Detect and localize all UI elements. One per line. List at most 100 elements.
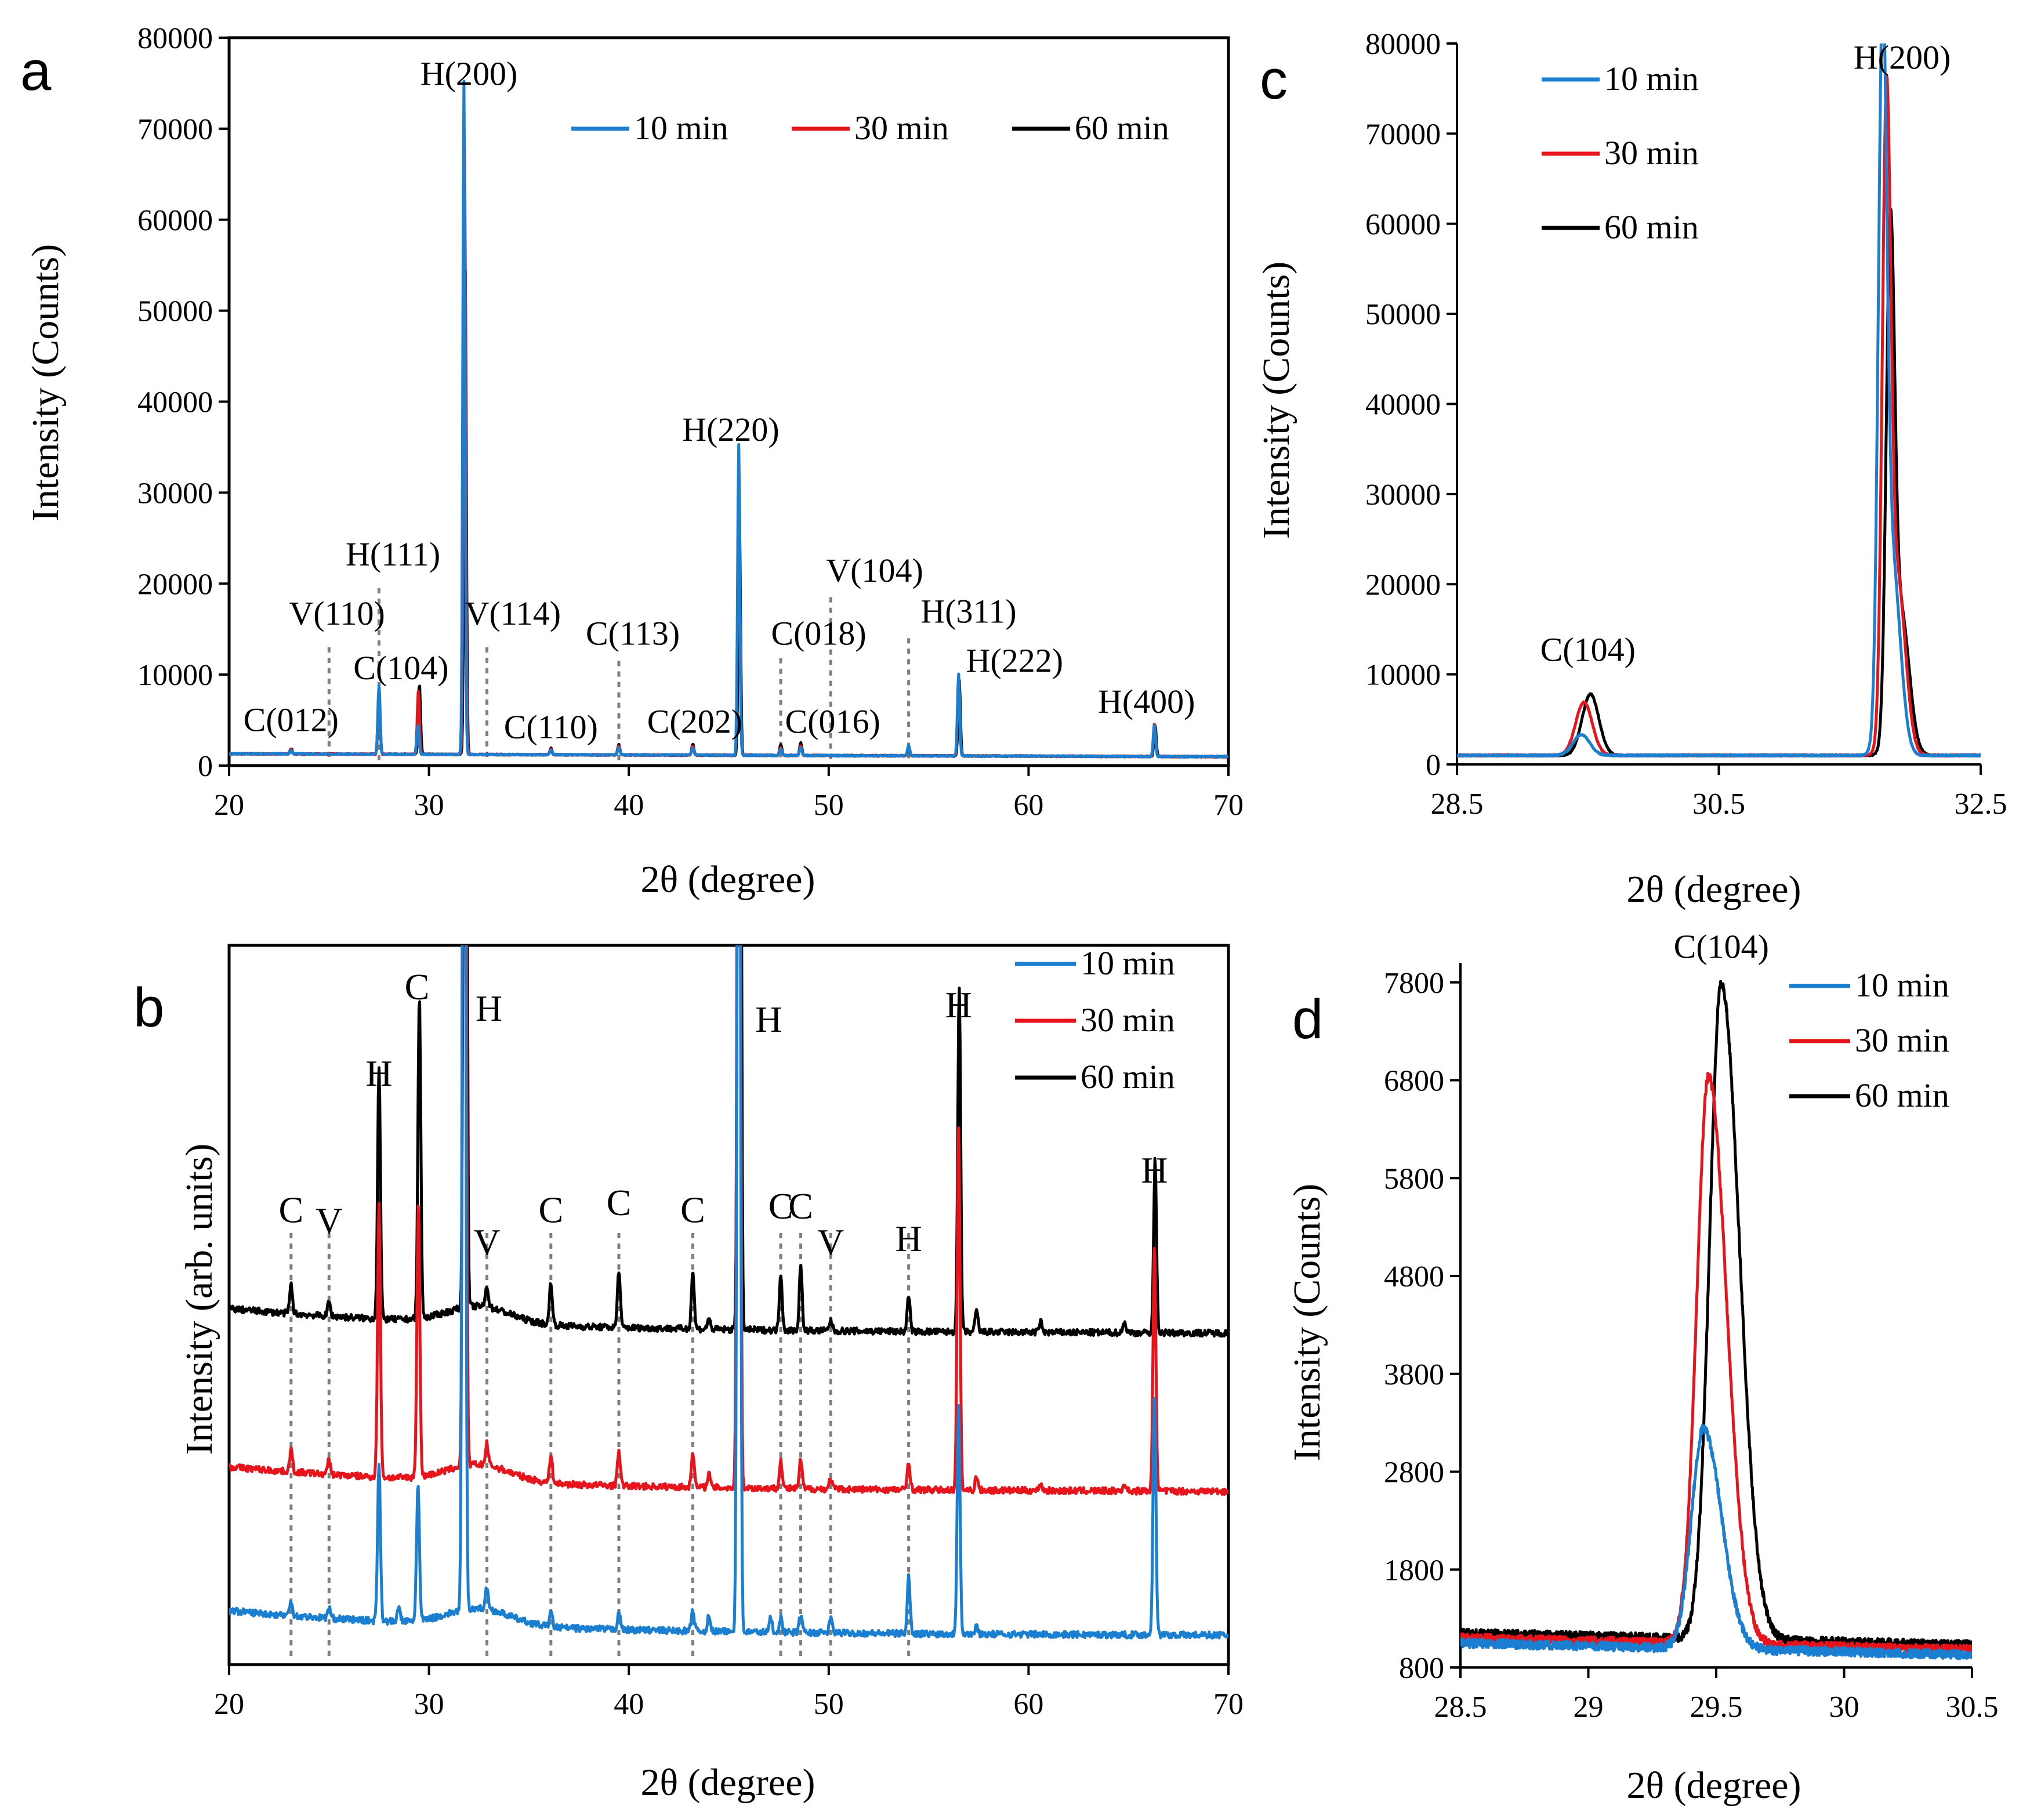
peak-label: H(222) [966,641,1064,679]
x-tick-label: 30 [414,789,444,822]
legend-label-60-min: 60 min [1081,1058,1175,1096]
x-tick-label: 70 [1213,789,1244,822]
legend-label-10-min: 10 min [1081,944,1175,982]
peak-label: V(114) [465,594,561,632]
y-tick-label: 6800 [1384,1065,1444,1098]
y-tick-label: 20000 [137,568,213,601]
peak-label: C(104) [1674,928,1769,966]
legend-label-60-min: 60 min [1604,208,1699,246]
y-tick-label: 30000 [1365,478,1441,512]
y-tick-label: 0 [198,750,213,783]
peak-label: C [607,1182,632,1223]
peak-label: H(400) [1098,683,1195,720]
x-tick-label: 28.5 [1434,1691,1487,1724]
x-tick-label: 20 [214,789,244,822]
legend-label-60-min: 60 min [1855,1076,1949,1114]
peak-label: H [365,1053,392,1094]
x-tick-label: 70 [1213,1688,1244,1721]
peak-label: C [788,1185,813,1227]
x-axis-title-c: 2θ (degree) [1627,868,1801,911]
panel-label-d: d [1292,988,1323,1050]
peak-label: V(110) [289,594,385,632]
peak-label: C(202) [647,703,742,741]
legend: 10 min 30 min 60 min [571,109,1169,147]
x-tick-label: 28.5 [1431,788,1484,821]
panel-label-c: c [1260,49,1288,111]
x-tick-label: 29 [1574,1691,1604,1724]
y-axis-title-c: Intensity (Counts) [1255,262,1297,539]
legend-label-30-min: 30 min [1855,1021,1949,1059]
y-tick-label: 7800 [1384,967,1444,1000]
plot-area-d: 28.5 29 29.5 30 30.5 800 1800 2800 3800 4800 5800 6… [1384,928,1999,1724]
y-tick-label: 4800 [1384,1260,1444,1293]
y-tick-label: 5800 [1384,1162,1444,1195]
peak-label: H(220) [682,411,780,448]
y-tick-label: 10000 [1365,659,1441,692]
peak-label: C(104) [353,649,448,687]
peak-label: H [945,984,972,1025]
x-tick-label: 30.5 [1692,788,1745,821]
peak-label: C [768,1185,793,1227]
peak-label: H(200) [420,55,518,93]
x-axis-title-a: 2θ (degree) [641,858,815,901]
y-tick-label: 10000 [137,659,213,692]
peak-label: C(016) [785,703,880,741]
peak-label: H [1141,1150,1168,1191]
legend-label-30-min: 30 min [854,109,949,147]
chart-panel-d: d 28.5 29 29.5 30 30.5 800 1800 2800 3800 4800 580… [1286,928,1999,1807]
x-tick-label: 40 [614,1688,644,1721]
y-tick-label: 70000 [137,113,213,146]
peak-label: H(200) [1854,39,1951,77]
series-10-min-line [1460,1424,1972,1661]
x-axis-title-d: 2θ (degree) [1627,1764,1801,1807]
x-tick-label: 60 [1013,1688,1043,1721]
legend-label-30-min: 30 min [1081,1001,1175,1039]
peak-label: V(104) [826,552,923,589]
y-axis-title-a: Intensity (Counts) [24,244,67,521]
series-10-min-line [229,945,1228,1640]
chart-panel-a: a 20 30 40 50 60 70 0 10000 20000 30000 40000 50000… [20,22,1244,901]
y-tick-label: 3800 [1384,1358,1444,1391]
y-tick-label: 30000 [137,477,213,510]
peak-label: H [896,1218,922,1259]
y-tick-label: 50000 [137,295,213,328]
series-layer [229,945,1228,1640]
y-tick-label: 40000 [1365,389,1441,422]
x-tick-label: 60 [1013,789,1043,822]
peak-label: H(111) [346,535,440,573]
y-tick-label: 60000 [137,204,213,237]
peak-label: H [476,988,502,1029]
y-tick-label: 70000 [1365,118,1441,151]
y-axis-title-b: Intensity (arb. units) [178,1143,220,1455]
peak-label: C(012) [244,701,339,738]
x-tick-label: 30.5 [1946,1691,1999,1724]
y-tick-label: 80000 [137,22,213,55]
peak-label: C(113) [586,614,680,652]
peak-label: C [538,1189,563,1230]
panel-label-a: a [20,40,52,102]
x-tick-label: 30 [1829,1691,1859,1724]
chart-panel-c: c 28.5 30.5 32.5 0 10000 20000 30000 40000 50000… [1255,28,2007,911]
peak-label: C [405,966,430,1007]
series-10-min-line [1457,43,1981,758]
peak-label: V [473,1221,500,1263]
x-tick-label: 40 [614,789,644,822]
y-tick-label: 2800 [1384,1456,1444,1489]
series-layer [229,79,1228,759]
peak-label: C(110) [504,708,598,746]
series-layer [1460,980,1972,1661]
peak-label: V [316,1200,342,1241]
x-tick-label: 30 [414,1688,444,1721]
plot-area-c: 28.5 30.5 32.5 0 10000 20000 30000 40000 50000 60… [1365,28,2007,821]
x-tick-label: 50 [814,789,844,822]
x-tick-label: 20 [214,1688,244,1721]
x-tick-label: 32.5 [1955,788,2007,821]
legend-label-30-min: 30 min [1604,134,1699,172]
series-30-min-line [229,945,1228,1496]
y-tick-label: 1800 [1384,1554,1444,1587]
peak-label: V [817,1221,844,1263]
y-axis-title-d: Intensity (Counts) [1286,1184,1328,1461]
